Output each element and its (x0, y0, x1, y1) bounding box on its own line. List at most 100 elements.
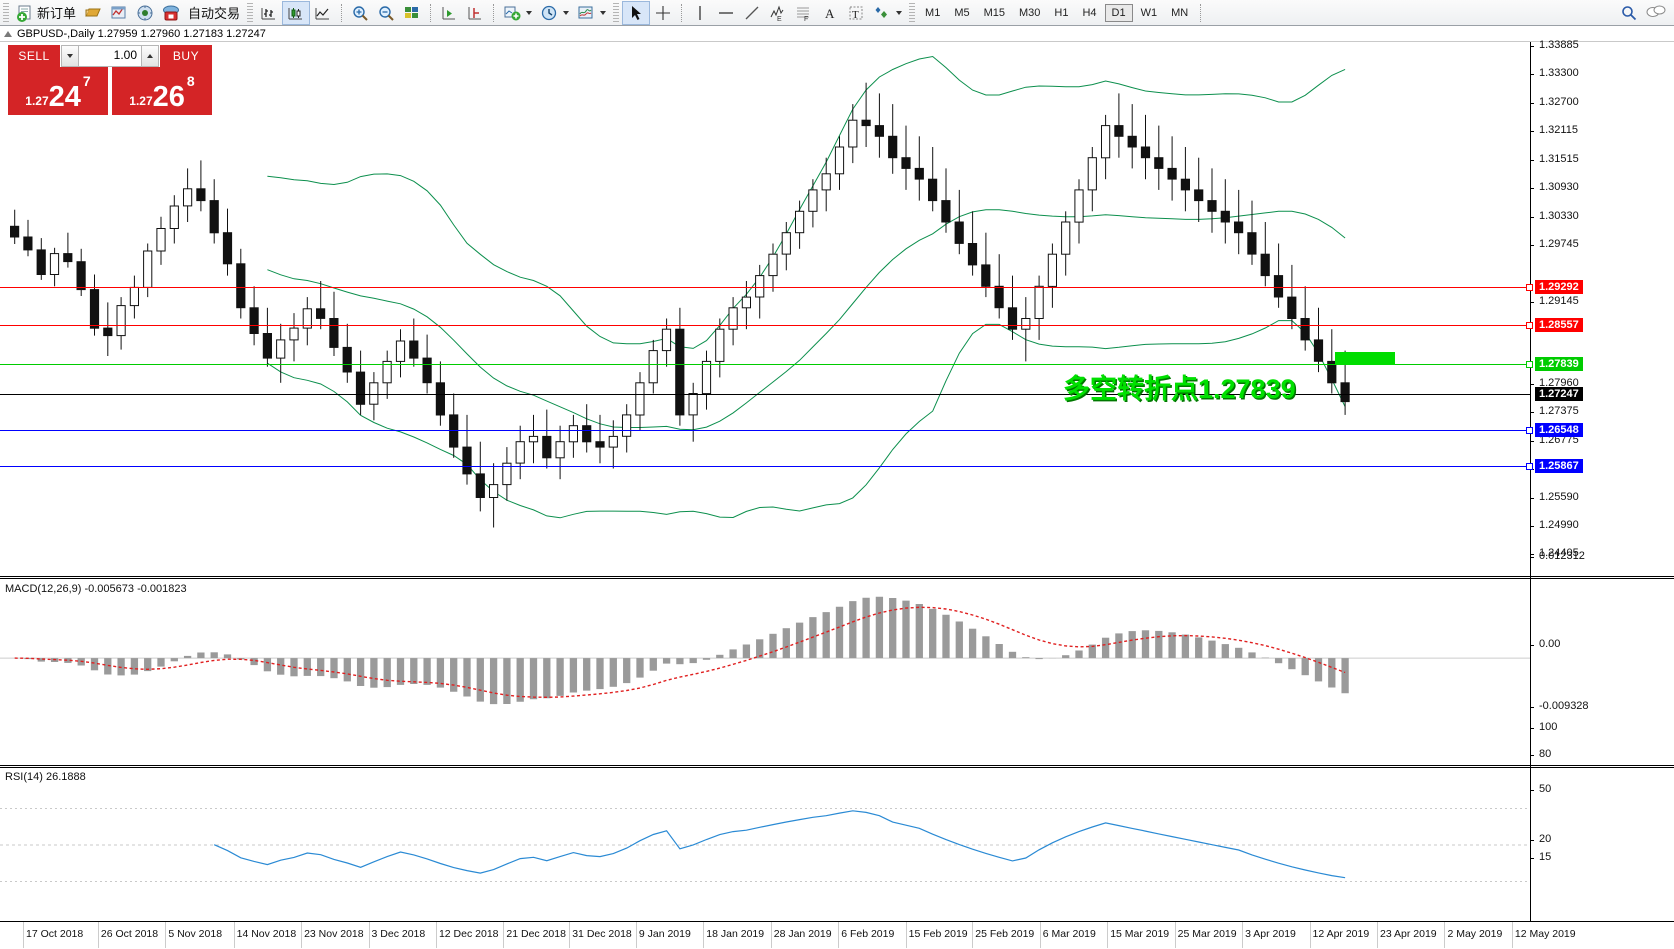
new-order-button[interactable]: 新订单 (12, 1, 80, 25)
pane-divider-1[interactable] (0, 576, 1674, 579)
timeframe-mn[interactable]: MN (1171, 6, 1189, 19)
toolbar-grip-4[interactable] (909, 2, 916, 23)
price-level-badge[interactable]: 1.27247 (1535, 387, 1583, 401)
timeframe-m5[interactable]: M5 (954, 6, 970, 19)
sell-price-box[interactable]: 1.27 24 7 (8, 67, 108, 115)
zoom-out-button[interactable] (373, 1, 399, 25)
trendline-button[interactable] (739, 1, 765, 25)
text-label-button[interactable]: A (817, 1, 843, 25)
fibonacci-button[interactable]: F (791, 1, 817, 25)
candlestick-chart-button[interactable] (282, 0, 311, 25)
shift-end-button[interactable] (462, 1, 488, 25)
timeframe-d1[interactable]: D1 (1104, 3, 1133, 22)
axis-label: 1.33300 (1539, 67, 1579, 79)
volume-decrease-button[interactable] (62, 46, 79, 66)
line-drag-handle[interactable] (1526, 361, 1533, 368)
timeframe-h1[interactable]: H1 (1054, 6, 1069, 19)
chevron-down-icon[interactable] (600, 10, 607, 15)
autotrading-button[interactable]: 自动交易 (184, 1, 244, 25)
toolbar-grip[interactable] (3, 2, 9, 23)
volume-increase-button[interactable] (141, 46, 158, 66)
date-tick (569, 922, 571, 948)
price-level-badge[interactable]: 1.29292 (1535, 280, 1583, 294)
date-tick (1377, 922, 1378, 948)
price-chart-canvas[interactable] (0, 42, 1530, 537)
vertical-line-button[interactable] (687, 1, 713, 25)
profiles-button[interactable] (80, 1, 106, 25)
analytic-horizontal-line[interactable] (0, 394, 1530, 395)
line-chart-button[interactable] (310, 1, 336, 25)
rsi-chart-canvas[interactable] (0, 769, 1530, 921)
timeframe-h4[interactable]: H4 (1082, 6, 1097, 19)
navigator-button[interactable] (132, 1, 158, 25)
line-drag-handle[interactable] (1526, 427, 1533, 434)
axis-tick (1530, 217, 1534, 218)
indicators-icon (503, 4, 521, 22)
price-level-badge[interactable]: 1.27839 (1535, 357, 1583, 371)
buy-button[interactable]: BUY (160, 45, 212, 67)
chat-button[interactable] (1642, 1, 1668, 25)
rsi-chart-pane[interactable] (0, 769, 1530, 921)
pane-divider-2[interactable] (0, 765, 1674, 768)
analytic-horizontal-line[interactable] (0, 430, 1530, 431)
indicators-button[interactable] (499, 1, 536, 25)
timeframe-m1[interactable]: M1 (925, 6, 941, 19)
bar-chart-button[interactable] (256, 1, 282, 25)
date-label: 28 Jan 2019 (773, 928, 832, 940)
line-drag-handle[interactable] (1526, 463, 1533, 470)
profiles-icon (84, 4, 102, 22)
line-drag-handle[interactable] (1526, 322, 1533, 329)
price-axis[interactable]: 1.33885 1.33300 1.32700 1.32115 1.31515 1.309… (1526, 39, 1674, 921)
green-rectangle-marker[interactable] (1335, 352, 1395, 365)
chart-annotation-text[interactable]: 多空转折点1.27839 (1063, 374, 1296, 404)
period-button[interactable] (536, 1, 573, 25)
market-watch-button[interactable] (106, 1, 132, 25)
chevron-down-icon[interactable] (896, 10, 903, 15)
line-drag-handle[interactable] (1526, 284, 1533, 291)
chart-restore-icon[interactable] (4, 31, 12, 37)
toolbar-grip-3[interactable] (613, 2, 620, 23)
templates-button[interactable] (573, 1, 610, 25)
cursor-button[interactable] (622, 0, 651, 25)
analytic-horizontal-line[interactable] (0, 364, 1530, 365)
search-button[interactable] (1616, 1, 1642, 25)
analytic-horizontal-line[interactable] (0, 287, 1530, 288)
shift-start-button[interactable] (436, 1, 462, 25)
axis-tick (1530, 302, 1534, 303)
buy-price-box[interactable]: 1.27 26 8 (112, 67, 212, 115)
timeframe-w1[interactable]: W1 (1140, 6, 1158, 19)
sell-button[interactable]: SELL (8, 45, 60, 67)
terminal-button[interactable] (158, 1, 184, 25)
axis-tick (1530, 790, 1534, 791)
price-level-badge[interactable]: 1.25867 (1535, 459, 1583, 473)
timeframe-m15[interactable]: M15 (983, 6, 1005, 19)
axis-label: 1.27375 (1539, 405, 1579, 417)
price-level-badge[interactable]: 1.28557 (1535, 318, 1583, 332)
axis-tick (1530, 526, 1534, 527)
timeframe-m30[interactable]: M30 (1019, 6, 1041, 19)
macd-chart-canvas[interactable] (0, 580, 1530, 766)
horizontal-line-button[interactable] (713, 1, 739, 25)
tile-windows-button[interactable] (399, 1, 425, 25)
price-chart-pane[interactable] (0, 42, 1530, 537)
date-label: 12 Dec 2018 (438, 928, 499, 940)
chevron-down-icon[interactable] (563, 10, 570, 15)
fibonacci-icon: F (795, 4, 813, 22)
price-level-badge[interactable]: 1.26548 (1535, 423, 1583, 437)
crosshair-button[interactable] (650, 1, 676, 25)
macd-chart-pane[interactable] (0, 580, 1530, 766)
analytic-horizontal-line[interactable] (0, 466, 1530, 467)
toolbar-grip-2[interactable] (247, 2, 254, 23)
volume-value[interactable]: 1.00 (113, 48, 137, 62)
zoom-in-button[interactable] (347, 1, 373, 25)
date-label: 25 Feb 2019 (975, 928, 1035, 940)
text-object-button[interactable]: T (843, 1, 869, 25)
shapes-button[interactable] (869, 1, 906, 25)
chevron-down-icon[interactable] (526, 10, 533, 15)
elliott-wave-button[interactable]: E (765, 1, 791, 25)
axis-tick (1530, 441, 1534, 442)
analytic-horizontal-line[interactable] (0, 325, 1530, 326)
sell-price-big: 24 (48, 81, 81, 114)
date-axis[interactable]: 17 Oct 2018 26 Oct 2018 5 Nov 2018 14 Nov 2… (0, 921, 1674, 949)
volume-stepper[interactable]: 1.00 (61, 45, 159, 67)
